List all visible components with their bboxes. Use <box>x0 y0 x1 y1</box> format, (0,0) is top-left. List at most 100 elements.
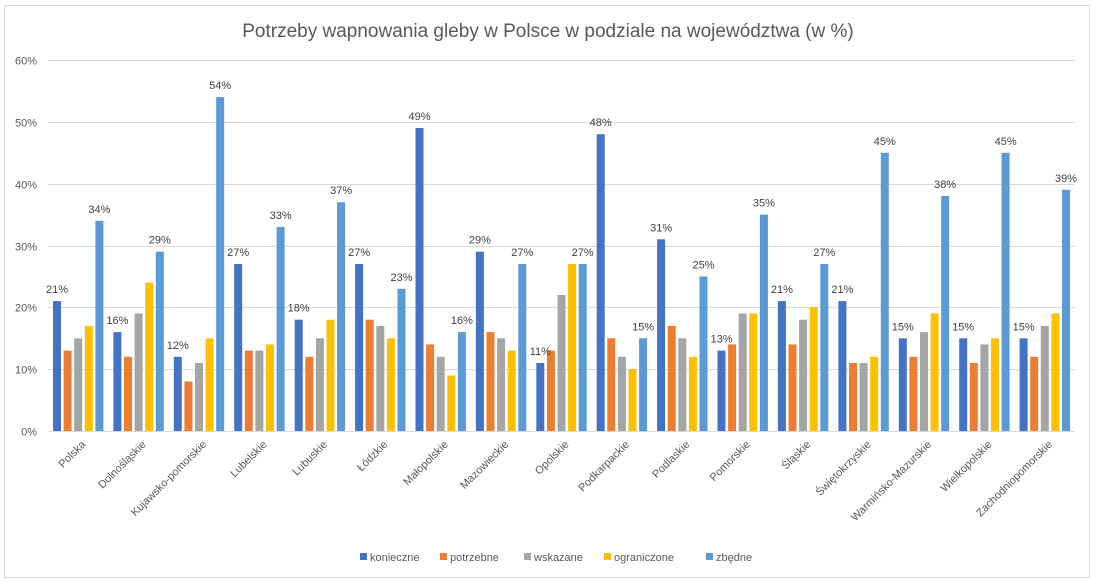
data-label: 35% <box>753 198 775 210</box>
data-label: 18% <box>288 303 310 315</box>
x-tick-label: Śląskie <box>779 438 813 472</box>
x-tick-label: Opolskie <box>533 439 572 478</box>
bar-ograniczone-15 <box>991 338 999 432</box>
data-label: 29% <box>149 235 171 247</box>
x-tick-label: Pomorskie <box>708 439 753 484</box>
bar-potrzebne-5 <box>365 319 374 431</box>
bar-konieczne-8 <box>536 363 545 431</box>
bar-potrzebne-0 <box>63 350 72 431</box>
x-tick-label: Łódzkie <box>355 439 390 474</box>
data-label: 15% <box>952 321 974 333</box>
data-label: 31% <box>650 222 672 234</box>
x-tick-label: Lubuskie <box>290 439 330 479</box>
bar-wskazane-1 <box>134 313 143 431</box>
bar-ograniczone-1 <box>145 282 154 431</box>
bar-wskazane-10 <box>678 338 687 432</box>
y-tick-label: 40% <box>15 180 37 192</box>
bar-zbędne-12 <box>820 264 829 431</box>
bar-zbędne-11 <box>759 214 768 431</box>
bar-wskazane-2 <box>195 363 203 431</box>
legend-swatch <box>440 553 447 560</box>
legend-swatch <box>360 553 367 560</box>
data-labels: 21% 34% 16% 29% 12% 54% 27% 33% 18% 37% 27% 23% 49% 1… <box>46 80 1077 358</box>
bar-zbędne-9 <box>639 338 648 432</box>
bar-potrzebne-15 <box>969 363 978 431</box>
bar-ograniczone-14 <box>930 313 939 431</box>
bar-wskazane-13 <box>859 363 868 431</box>
bar-konieczne-3 <box>234 264 243 431</box>
bar-potrzebne-3 <box>244 350 253 431</box>
chart-title: Potrzeby wapnowania gleby w Polsce w pod… <box>242 21 853 42</box>
x-tick-label: Lubelskie <box>228 439 269 480</box>
bar-wskazane-4 <box>315 338 324 432</box>
bar-konieczne-4 <box>294 319 303 431</box>
bar-potrzebne-2 <box>184 381 193 431</box>
data-label: 25% <box>692 259 714 271</box>
data-label: 15% <box>632 321 654 333</box>
legend-swatch <box>706 553 713 560</box>
data-label: 33% <box>270 210 292 222</box>
data-label: 45% <box>874 136 896 148</box>
data-label: 12% <box>167 340 189 352</box>
bar-konieczne-15 <box>959 338 968 432</box>
y-tick-label: 10% <box>15 365 37 377</box>
bar-zbędne-1 <box>155 251 164 431</box>
bar-zbędne-0 <box>95 220 104 431</box>
legend-swatch <box>604 553 611 560</box>
bar-konieczne-1 <box>113 332 122 431</box>
bar-zbędne-3 <box>276 226 285 431</box>
bar-potrzebne-14 <box>909 356 918 431</box>
data-label: 15% <box>1013 321 1035 333</box>
bar-konieczne-14 <box>898 338 907 432</box>
bar-zbędne-8 <box>578 264 587 431</box>
bar-zbędne-4 <box>337 202 346 431</box>
bar-konieczne-10 <box>657 239 666 431</box>
legend: konieczne potrzebne wskazane ograniczone zbę… <box>360 552 752 564</box>
y-tick-label: 50% <box>15 118 37 130</box>
data-label: 54% <box>209 80 231 92</box>
bar-ograniczone-10 <box>688 356 697 431</box>
legend-item-ograniczone: ograniczone <box>604 552 674 564</box>
bar-konieczne-11 <box>717 350 726 431</box>
bar-wskazane-11 <box>738 313 747 431</box>
bar-potrzebne-10 <box>667 325 676 431</box>
bar-wskazane-3 <box>255 350 264 431</box>
bar-konieczne-0 <box>53 301 61 431</box>
y-tick-label: 60% <box>15 56 37 68</box>
legend-item-potrzebne: potrzebne <box>440 552 499 564</box>
bar-potrzebne-11 <box>728 344 737 431</box>
x-tick-label: Świętokrzyskie <box>813 438 874 499</box>
bars <box>53 97 1070 432</box>
data-label: 39% <box>1055 173 1077 185</box>
data-label: 15% <box>892 321 914 333</box>
data-label: 29% <box>469 235 491 247</box>
bar-ograniczone-11 <box>749 313 758 431</box>
x-tick-label: Podkarpackie <box>576 439 632 495</box>
bar-ograniczone-0 <box>84 325 93 431</box>
bar-wskazane-15 <box>980 344 989 431</box>
bar-konieczne-9 <box>596 134 605 431</box>
data-label: 11% <box>530 346 551 358</box>
x-tick-label: Mazowieckie <box>458 439 511 492</box>
y-tick-label: 0% <box>21 427 37 439</box>
bar-konieczne-16 <box>1019 338 1028 432</box>
bar-potrzebne-12 <box>788 344 797 431</box>
bar-ograniczone-3 <box>266 344 274 431</box>
bar-konieczne-12 <box>777 301 786 431</box>
bar-zbędne-10 <box>699 276 708 431</box>
bar-ograniczone-13 <box>870 356 879 431</box>
data-label: 13% <box>710 334 732 346</box>
x-tick-label: Wielkopolskie <box>938 439 994 495</box>
legend-item-zbędne: zbędne <box>706 552 752 564</box>
bar-ograniczone-9 <box>628 369 637 431</box>
bar-ograniczone-12 <box>809 307 818 431</box>
bar-wskazane-7 <box>497 338 506 432</box>
bar-potrzebne-6 <box>426 344 435 431</box>
legend-item-konieczne: konieczne <box>360 552 420 564</box>
bar-zbędne-15 <box>1001 152 1010 432</box>
bar-wskazane-6 <box>436 356 445 431</box>
bar-zbędne-6 <box>457 332 466 431</box>
bar-potrzebne-16 <box>1030 356 1039 431</box>
bar-ograniczone-5 <box>386 338 395 432</box>
